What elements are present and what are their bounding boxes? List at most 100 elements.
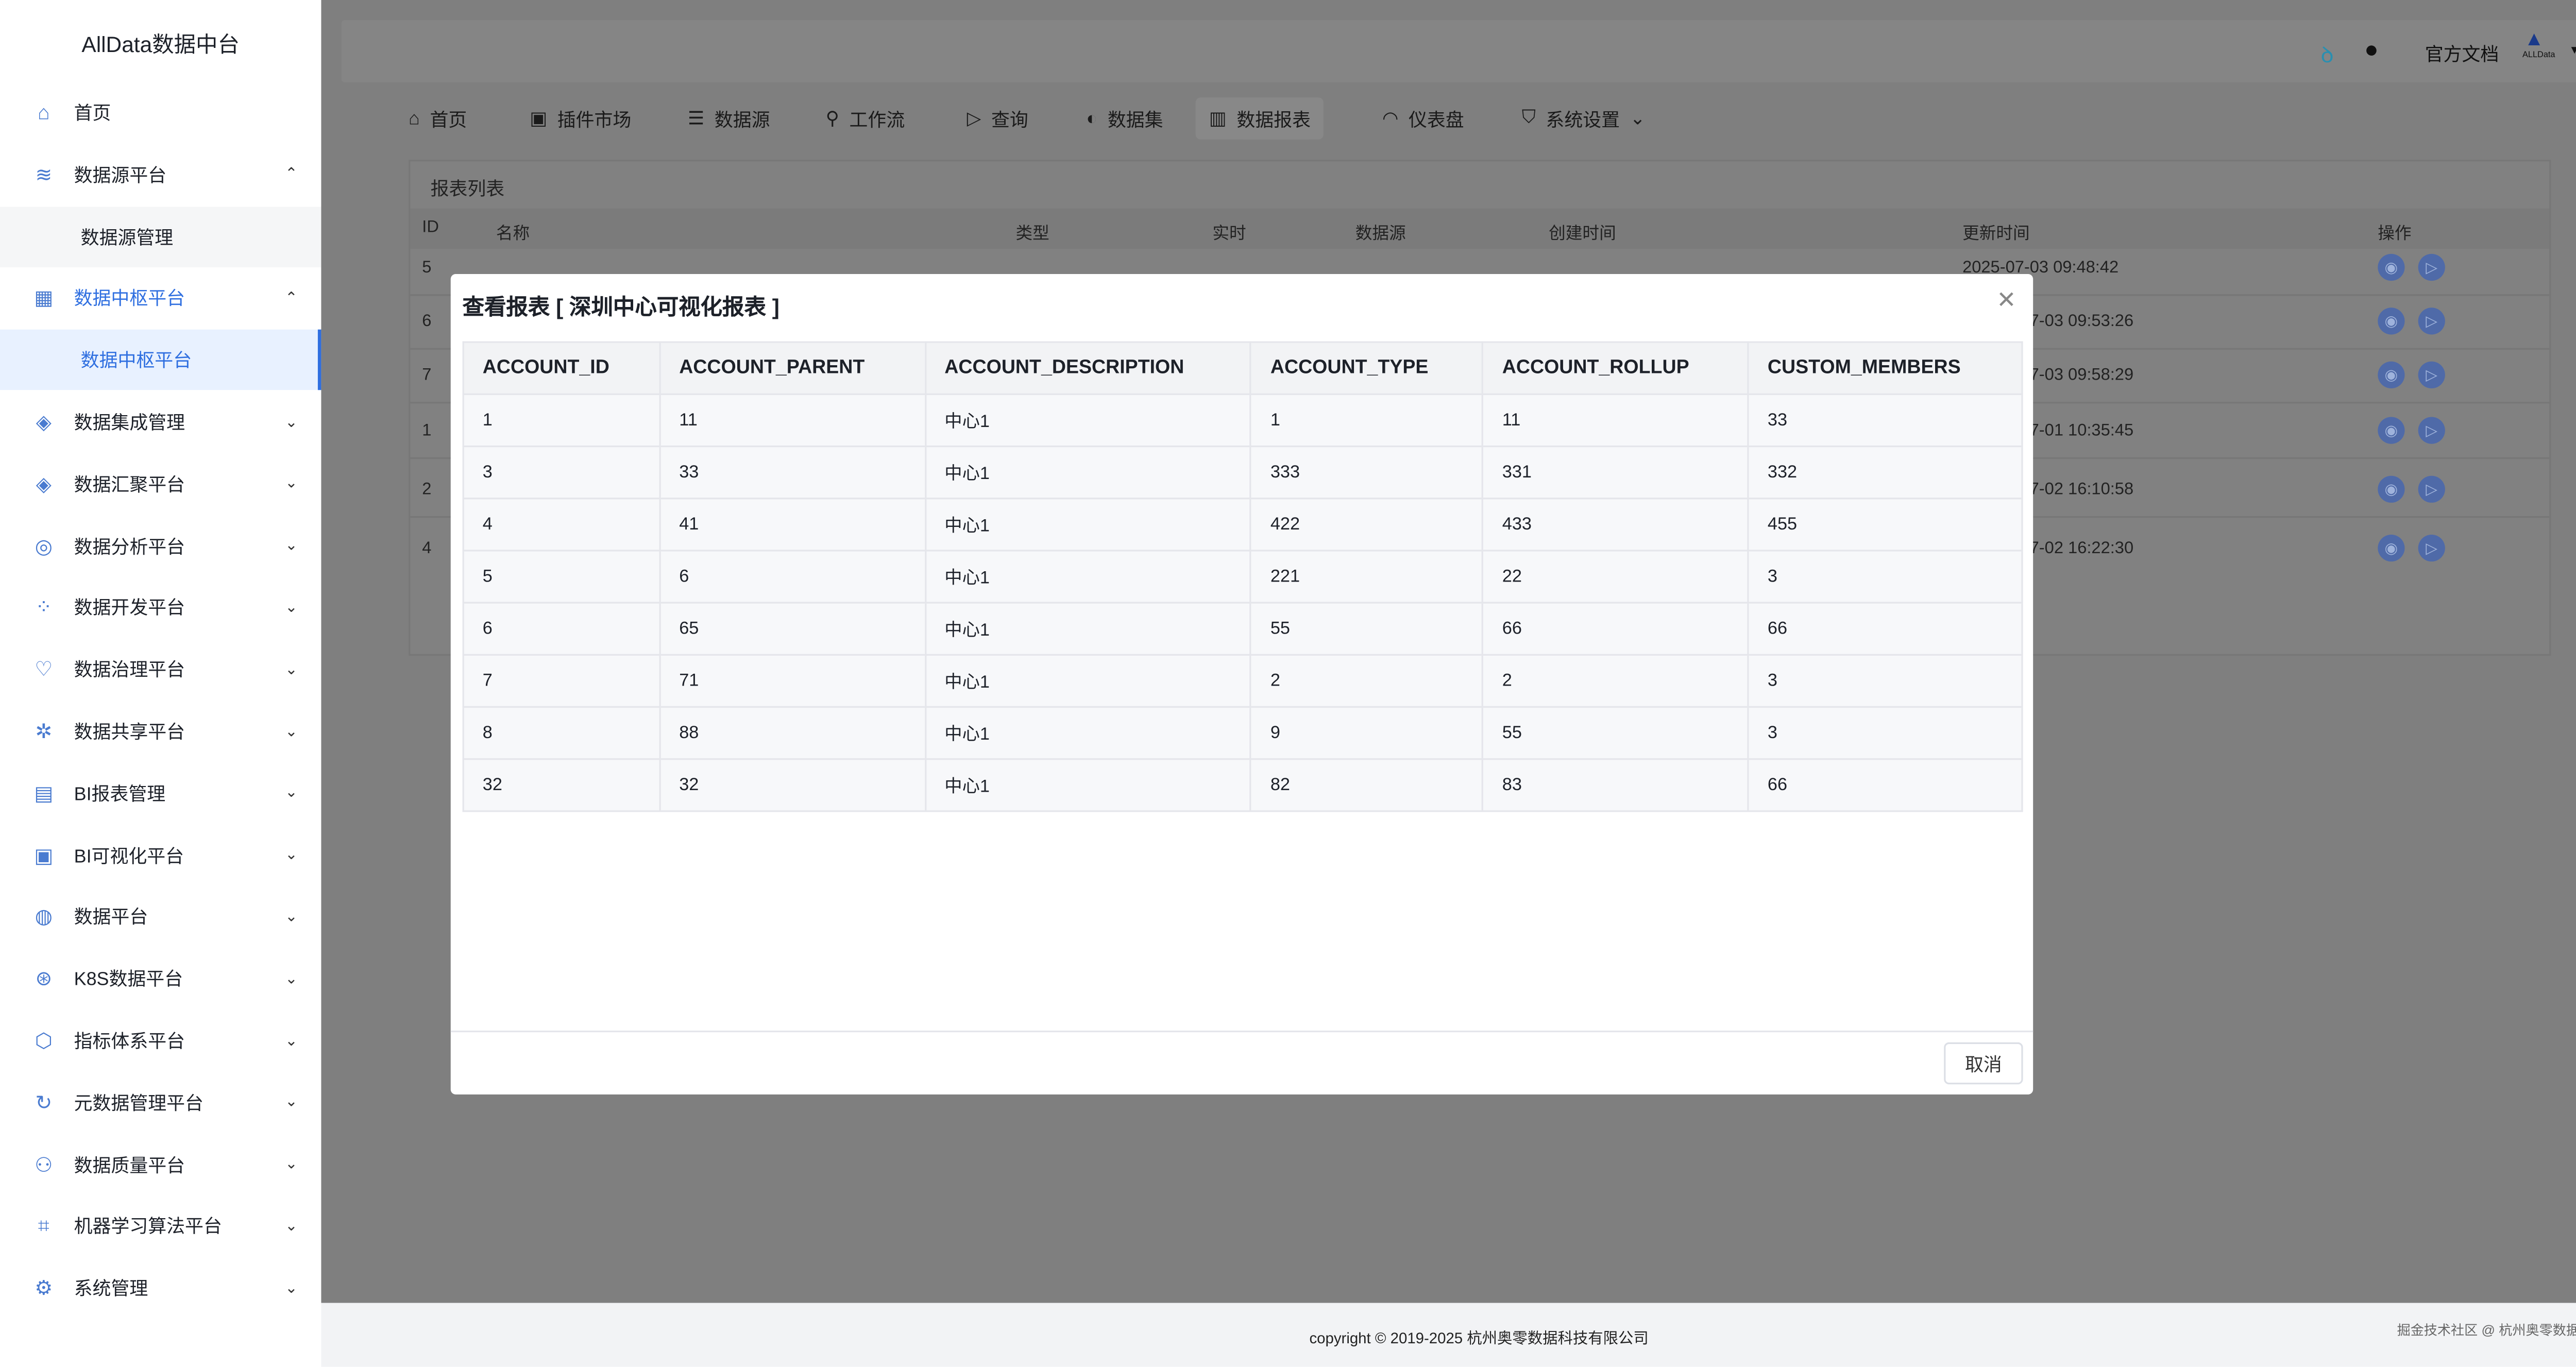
table-cell: 55: [1250, 602, 1484, 656]
chevron-icon[interactable]: ⌄: [285, 846, 298, 863]
sidebar-item-label: 元数据管理平台: [74, 1094, 204, 1115]
column-header: ID: [422, 218, 439, 237]
chevron-icon[interactable]: ⌄: [285, 722, 298, 739]
table-cell: 33: [659, 445, 926, 500]
table-cell: 32: [659, 758, 926, 812]
play-icon[interactable]: ▷: [2418, 417, 2445, 444]
dashboard-icon: ◠: [1382, 109, 1399, 130]
chevron-icon[interactable]: ⌄: [285, 783, 298, 801]
brand-logo[interactable]: ▲: [2524, 27, 2545, 50]
nav-tab[interactable]: ◠ 仪表盘: [1382, 104, 1464, 132]
chevron-icon[interactable]: ⌄: [285, 474, 298, 492]
nav-tab[interactable]: ⚲ 工作流: [826, 104, 905, 132]
table-row: 5 6 中心1 221 22 3: [462, 550, 2023, 604]
chart-icon: ◍: [35, 905, 53, 929]
chevron-icon[interactable]: ⌄: [285, 598, 298, 616]
chevron-icon[interactable]: ⌃: [285, 165, 298, 182]
sidebar-item[interactable]: ◎ 数据分析平台 ⌄: [0, 516, 321, 576]
play-icon[interactable]: ▷: [2418, 307, 2445, 335]
sidebar-item[interactable]: ◍ 数据平台 ⌄: [0, 886, 321, 947]
chevron-icon[interactable]: ⌄: [285, 1155, 298, 1172]
view-icon[interactable]: ◉: [2378, 361, 2405, 388]
sidebar-item[interactable]: ↻ 元数据管理平台 ⌄: [0, 1072, 321, 1133]
table-cell: 中心1: [924, 498, 1252, 552]
nav-tab[interactable]: ▥ 数据报表: [1195, 97, 1325, 140]
nav-tab[interactable]: ▷ 查询: [967, 104, 1028, 132]
view-icon[interactable]: ◉: [2378, 475, 2405, 503]
table-cell: 66: [1482, 602, 1750, 656]
chevron-icon[interactable]: ⌄: [285, 1278, 298, 1296]
sidebar-item[interactable]: ⚇ 数据质量平台 ⌄: [0, 1134, 321, 1195]
chevron-icon[interactable]: ⌃: [285, 289, 298, 306]
chevron-icon[interactable]: ⌄: [285, 969, 298, 986]
nav-tab[interactable]: ◐ 数据集: [1087, 104, 1163, 132]
row-updated: 7-03 09:53:26: [2029, 313, 2134, 332]
analysis-icon: ◎: [35, 534, 53, 558]
sidebar-item[interactable]: ▤ BI报表管理 ⌄: [0, 763, 321, 824]
sidebar-item-label: 数据汇聚平台: [74, 475, 185, 496]
chevron-icon[interactable]: ⌄: [285, 660, 298, 677]
view-icon[interactable]: ◉: [2378, 253, 2405, 281]
table-cell: 11: [1482, 393, 1750, 448]
table-cell: 3: [1747, 550, 2023, 604]
view-icon[interactable]: ◉: [2378, 307, 2405, 335]
sidebar-item[interactable]: ⁘ 数据开发平台 ⌄: [0, 577, 321, 638]
chevron-icon[interactable]: ⌄: [285, 1031, 298, 1049]
play-icon[interactable]: ▷: [2418, 361, 2445, 388]
app-icon[interactable]: ꝺ: [2320, 42, 2334, 67]
sidebar-item[interactable]: ⌗ 机器学习算法平台 ⌄: [0, 1196, 321, 1257]
sidebar-item[interactable]: ✲ 数据共享平台 ⌄: [0, 701, 321, 762]
sidebar-item[interactable]: ⌂ 首页: [0, 82, 321, 143]
chevron-icon[interactable]: ⌄: [285, 1217, 298, 1234]
column-header: 创建时间: [1549, 225, 1616, 244]
table-row: 32 32 中心1 82 83 66: [462, 758, 2023, 812]
view-icon[interactable]: ◉: [2378, 417, 2405, 444]
play-icon[interactable]: ▷: [2418, 253, 2445, 281]
github-icon[interactable]: ●: [2364, 35, 2379, 62]
chevron-icon[interactable]: ⌄: [285, 1093, 298, 1110]
play-icon[interactable]: ▷: [2418, 475, 2445, 503]
sidebar-item[interactable]: ▦ 数据中枢平台 ⌃: [0, 268, 321, 329]
docs-link[interactable]: 官方文档: [2425, 45, 2499, 66]
chevron-icon[interactable]: ⌄: [285, 908, 298, 925]
table-cell: 中心1: [924, 758, 1252, 812]
table-row: 8 88 中心1 9 55 3: [462, 706, 2023, 760]
sidebar-item[interactable]: 数据源管理: [0, 206, 321, 267]
metadata-icon: ↻: [35, 1090, 53, 1115]
sidebar-item[interactable]: ⚙ 系统管理 ⌄: [0, 1258, 321, 1319]
app-title: AllData数据中台: [81, 32, 240, 57]
table-cell: 中心1: [924, 654, 1252, 708]
footer: copyright © 2019-2025 杭州奥零数据科技有限公司 掘金技术社…: [321, 1303, 2576, 1367]
nav-tab[interactable]: ⌂ 首页: [409, 104, 467, 132]
sidebar-item[interactable]: ◈ 数据汇聚平台 ⌄: [0, 454, 321, 515]
table-cell: 中心1: [924, 706, 1252, 760]
shield-icon: ⛉: [1521, 107, 1536, 128]
sidebar-item-label: K8S数据平台: [74, 970, 183, 991]
column-header: CUSTOM_MEMBERS: [1747, 341, 2023, 396]
sidebar-item[interactable]: ⊛ K8S数据平台 ⌄: [0, 949, 321, 1010]
home-icon: ⌂: [38, 100, 50, 125]
nav-tab-label: 仪表盘: [1408, 110, 1464, 130]
chevron-icon[interactable]: ⌄: [285, 413, 298, 430]
sidebar-item[interactable]: ⬡ 指标体系平台 ⌄: [0, 1011, 321, 1071]
nav-tab[interactable]: ▣ 插件市场: [530, 104, 631, 132]
nav-tab[interactable]: ☰ 数据源: [688, 104, 770, 132]
nav-tab[interactable]: ⛉ 系统设置 ⌄: [1522, 104, 1646, 132]
user-menu-caret[interactable]: ▾: [2571, 42, 2576, 57]
cancel-button[interactable]: 取消: [1944, 1042, 2023, 1085]
table-cell: 11: [659, 393, 926, 448]
table-cell: 41: [659, 498, 926, 552]
sidebar-item[interactable]: ♡ 数据治理平台 ⌄: [0, 639, 321, 700]
sidebar-item[interactable]: ▣ BI可视化平台 ⌄: [0, 825, 321, 885]
view-icon[interactable]: ◉: [2378, 534, 2405, 562]
table-cell: 1: [462, 393, 661, 448]
sidebar-item[interactable]: ◈ 数据集成管理 ⌄: [0, 392, 321, 453]
sidebar-item[interactable]: ≋ 数据源平台 ⌃: [0, 144, 321, 205]
sidebar-item-label: 机器学习算法平台: [74, 1218, 222, 1238]
chevron-down-icon: ⌄: [1630, 109, 1646, 130]
chevron-icon[interactable]: ⌄: [285, 536, 298, 554]
play-icon[interactable]: ▷: [2418, 534, 2445, 562]
close-icon[interactable]: ✕: [1996, 285, 2016, 313]
sidebar-item[interactable]: 数据中枢平台: [0, 330, 321, 390]
cube-icon: ⬡: [35, 1029, 53, 1053]
